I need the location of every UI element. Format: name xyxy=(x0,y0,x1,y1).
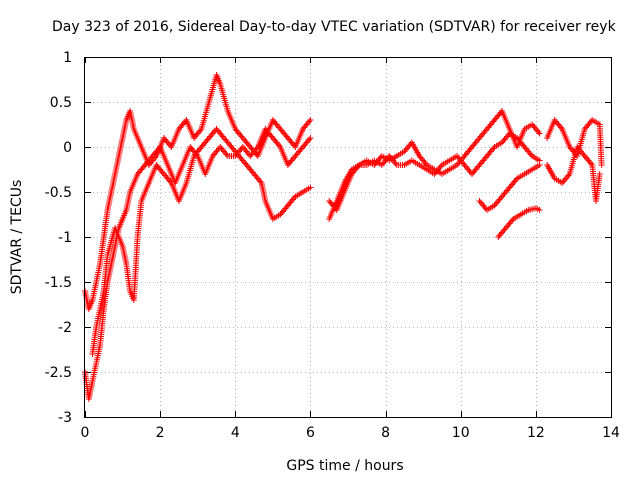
data-point xyxy=(596,171,603,177)
plot-frame xyxy=(84,57,612,418)
data-point xyxy=(307,135,314,141)
x-tick-label: 2 xyxy=(156,425,165,441)
y-tick-label: -2 xyxy=(58,320,72,336)
y-tick-label: 0 xyxy=(63,140,72,156)
data-point xyxy=(307,184,314,191)
data-marks xyxy=(82,72,605,402)
y-tick-label: 0.5 xyxy=(50,95,72,111)
y-tick-label: -0.5 xyxy=(45,185,72,201)
x-tick-label: 14 xyxy=(602,425,620,441)
y-tick-label: -1 xyxy=(58,230,72,246)
x-tick-label: 0 xyxy=(81,425,90,441)
x-axis-label: GPS time / hours xyxy=(286,458,403,474)
axis-ticks xyxy=(85,57,612,418)
y-tick-label: 1 xyxy=(63,50,72,66)
data-point xyxy=(536,207,543,213)
y-tick-labels: -3 -2.5 -2 -1.5 -1 -0.5 0 0.5 1 xyxy=(45,50,72,426)
x-tick-label: 4 xyxy=(231,425,240,441)
y-tick-label: -3 xyxy=(58,410,72,426)
chart-title: Day 323 of 2016, Sidereal Day-to-day VTE… xyxy=(52,19,617,35)
y-tick-label: -2.5 xyxy=(45,365,72,381)
x-tick-label: 12 xyxy=(527,425,545,441)
x-tick-label: 8 xyxy=(381,425,390,441)
x-tick-labels: 0 2 4 6 8 10 12 14 xyxy=(81,425,620,441)
data-point xyxy=(307,117,314,123)
x-tick-label: 6 xyxy=(306,425,315,441)
x-tick-label: 10 xyxy=(452,425,470,441)
y-tick-label: -1.5 xyxy=(45,275,72,291)
data-point xyxy=(536,130,543,137)
data-point xyxy=(598,162,605,168)
y-axis-label: SDTVAR / TECUs xyxy=(9,180,25,295)
grid xyxy=(85,57,611,417)
data-point xyxy=(536,162,543,168)
